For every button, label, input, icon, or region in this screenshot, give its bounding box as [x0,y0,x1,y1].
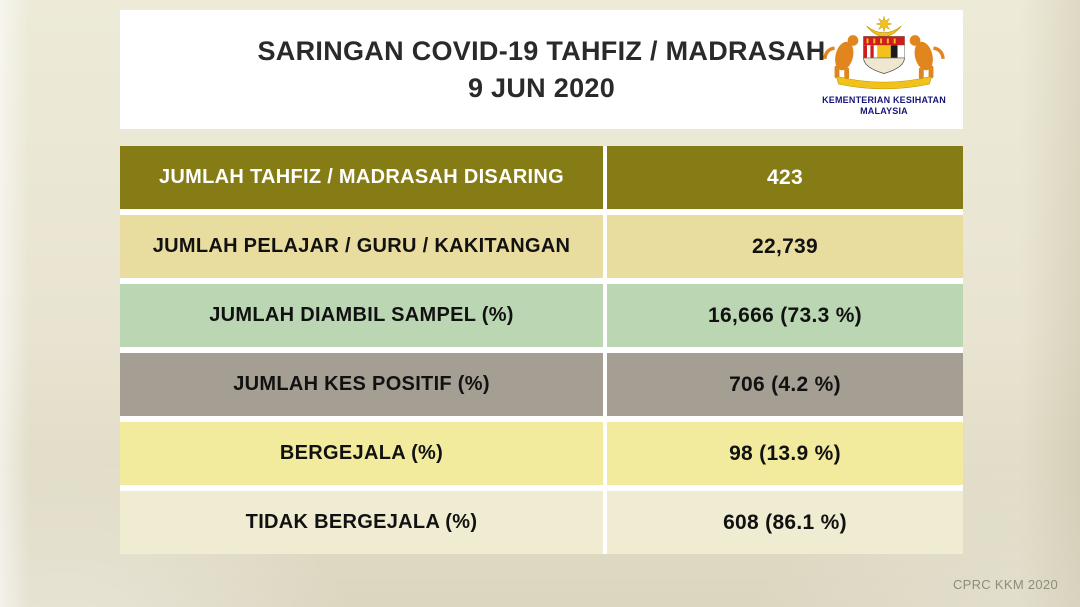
logo-text: KEMENTERIAN KESIHATAN MALAYSIA [813,95,955,117]
logo-text-line1: KEMENTERIAN KESIHATAN [822,95,946,105]
tiger-right [909,35,945,80]
footer-credit: CPRC KKM 2020 [952,577,1058,592]
table-row: JUMLAH DIAMBIL SAMPEL (%) 16,666 (73.3 %… [120,284,963,347]
title-line2: 9 JUN 2020 [467,72,616,103]
table-row: BERGEJALA (%) 98 (13.9 %) [120,422,963,485]
malaysia-coat-of-arms-icon [823,16,945,90]
table-row: JUMLAH KES POSITIF (%) 706 (4.2 %) [120,353,963,416]
row-value: 98 (13.9 %) [729,441,841,465]
stats-table: JUMLAH TAHFIZ / MADRASAH DISARING 423 JU… [120,146,963,554]
table-row: JUMLAH PELAJAR / GURU / KAKITANGAN 22,73… [120,215,963,278]
table-row: TIDAK BERGEJALA (%) 608 (86.1 %) [120,491,963,554]
logo-text-line2: MALAYSIA [860,106,908,116]
row-value: 423 [767,165,803,189]
tiger-left [823,35,859,80]
row-value: 706 (4.2 %) [729,372,841,396]
row-label: BERGEJALA (%) [120,422,607,485]
row-label: JUMLAH KES POSITIF (%) [120,353,607,416]
slide-title: SARINGAN COVID-19 TAHFIZ / MADRASAH 9 JU… [257,33,825,107]
moh-malaysia-logo: KEMENTERIAN KESIHATAN MALAYSIA [813,15,955,117]
row-label: JUMLAH TAHFIZ / MADRASAH DISARING [120,146,607,209]
row-value: 16,666 (73.3 %) [708,303,862,327]
title-line1: SARINGAN COVID-19 TAHFIZ / MADRASAH [257,35,826,66]
row-value: 608 (86.1 %) [723,510,847,534]
table-row: JUMLAH TAHFIZ / MADRASAH DISARING 423 [120,146,963,209]
row-label: JUMLAH DIAMBIL SAMPEL (%) [120,284,607,347]
row-value: 22,739 [751,234,819,258]
row-label: JUMLAH PELAJAR / GURU / KAKITANGAN [120,215,607,278]
header-card: SARINGAN COVID-19 TAHFIZ / MADRASAH 9 JU… [120,10,963,129]
row-label: TIDAK BERGEJALA (%) [120,491,607,554]
